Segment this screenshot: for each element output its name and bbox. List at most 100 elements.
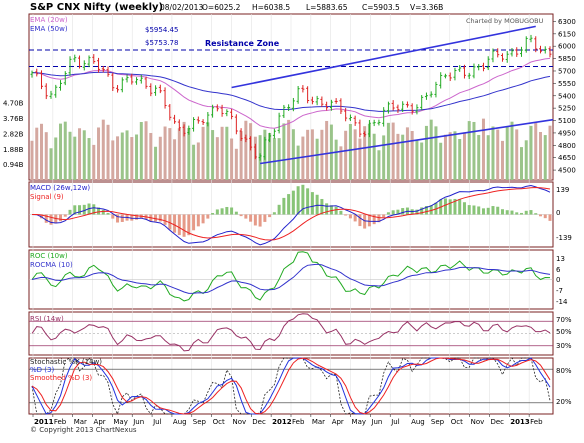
volume-bar (40, 124, 43, 180)
volume-bar (354, 129, 357, 180)
volume-label: V=3.36B (410, 3, 443, 12)
price-tick-label: 5700 (558, 67, 576, 75)
macd-histogram-bar (368, 215, 371, 227)
macd-histogram-bar (339, 211, 342, 215)
x-tick-label: Oct (451, 418, 463, 426)
x-tick-label: 2013 (510, 418, 530, 426)
volume-bar (482, 119, 485, 180)
price-tick-label: 4800 (558, 142, 576, 150)
x-tick-label: Oct (213, 418, 225, 426)
macd-histogram-bar (401, 208, 404, 214)
volume-bar (396, 134, 399, 180)
macd-histogram-bar (382, 215, 385, 218)
macd-histogram-bar (320, 199, 323, 215)
macd-histogram-bar (164, 215, 167, 225)
volume-bar (510, 122, 513, 180)
volume-bar (439, 143, 442, 180)
volume-bar (78, 128, 81, 180)
x-tick-label: Sep (193, 418, 207, 426)
macd-histogram-bar (444, 198, 447, 214)
stoch-tick-80: 80% (556, 367, 572, 375)
macd-histogram-bar (534, 213, 537, 214)
volume-bar (202, 127, 205, 180)
macd-histogram-bar (64, 215, 67, 217)
volume-bar (211, 130, 214, 180)
volume-bar (31, 141, 34, 180)
volume-bar (97, 127, 100, 180)
legend-rsi: RSI (14w) (30, 315, 64, 323)
x-tick-label: Sep (431, 418, 445, 426)
volume-bar (306, 130, 309, 180)
volume-bar (149, 133, 152, 180)
x-tick-label: 2012 (272, 418, 292, 426)
macd-histogram-bar (268, 215, 271, 218)
macd-histogram-bar (487, 208, 490, 215)
stoch-tick-20: 20% (556, 398, 572, 406)
volume-bar (301, 137, 304, 180)
volume-bar (50, 148, 53, 180)
macd-histogram-bar (392, 210, 395, 214)
volume-bar (425, 126, 428, 180)
volume-bar (35, 128, 38, 180)
macd-histogram-bar (496, 207, 499, 215)
macd-histogram-bar (287, 194, 290, 214)
x-tick-label: Feb (530, 418, 543, 426)
volume-bar (168, 128, 171, 180)
macd-histogram-bar (225, 207, 228, 215)
x-tick-label: May (352, 418, 366, 426)
macd-histogram-bar (121, 215, 124, 222)
volume-bar (206, 122, 209, 180)
x-tick-label: Dec (252, 418, 266, 426)
volume-bar (225, 127, 228, 180)
volume-bar (230, 139, 233, 180)
x-tick-label: Aug (411, 418, 425, 426)
volume-bar (130, 137, 133, 180)
macd-histogram-bar (449, 199, 452, 214)
macd-histogram-bar (316, 195, 319, 215)
volume-bar (549, 126, 552, 180)
open-label: O=6025.2 (202, 3, 241, 12)
volume-bar (121, 133, 124, 180)
volume-bar (235, 149, 238, 180)
x-tick-label: Aug (173, 418, 187, 426)
volume-bar (382, 135, 385, 180)
price-tick-label: 4650 (558, 154, 576, 162)
volume-bar (88, 138, 91, 180)
volume-bar (344, 131, 347, 180)
macd-histogram-bar (263, 215, 266, 222)
volume-bar (287, 120, 290, 180)
volume-bar (449, 132, 452, 180)
volume-bar (506, 127, 509, 180)
legend-macd: MACD (26w,12w) (30, 184, 90, 192)
credit-label: Charted by MOBUGOBU (466, 17, 544, 25)
macd-histogram-bar (335, 207, 338, 215)
macd-histogram-bar (211, 213, 214, 214)
macd-histogram-bar (69, 210, 72, 215)
volume-bar (411, 131, 414, 180)
macd-histogram-bar (468, 205, 471, 214)
volume-bar (102, 120, 105, 180)
macd-histogram-bar (482, 208, 485, 214)
volume-bar (54, 137, 57, 180)
macd-histogram-bar (244, 215, 247, 219)
price-tick-label: 5850 (558, 55, 576, 63)
x-tick-label: Jul (390, 418, 400, 426)
volume-bar (164, 127, 167, 180)
x-tick-label: Nov (232, 418, 246, 426)
roc-tick-2: 6 (556, 266, 561, 274)
volume-bar (192, 145, 195, 180)
x-tick-label: Jun (370, 418, 382, 426)
x-tick-label: Feb (292, 418, 305, 426)
macd-histogram-bar (183, 215, 186, 237)
macd-histogram-bar (178, 215, 181, 236)
volume-bar (406, 127, 409, 180)
price-tick-label: 6000 (558, 43, 576, 51)
legend-stoch-k: Stochastic %K (14w) (30, 358, 102, 366)
macd-tick-zero: 0 (556, 209, 560, 217)
macd-histogram-bar (306, 188, 309, 214)
macd-histogram-bar (515, 212, 518, 214)
x-tick-label: May (113, 418, 127, 426)
roc-tick-4: -7 (556, 287, 563, 295)
volume-tick-label: 4.70B (3, 100, 24, 108)
macd-histogram-bar (463, 202, 466, 214)
